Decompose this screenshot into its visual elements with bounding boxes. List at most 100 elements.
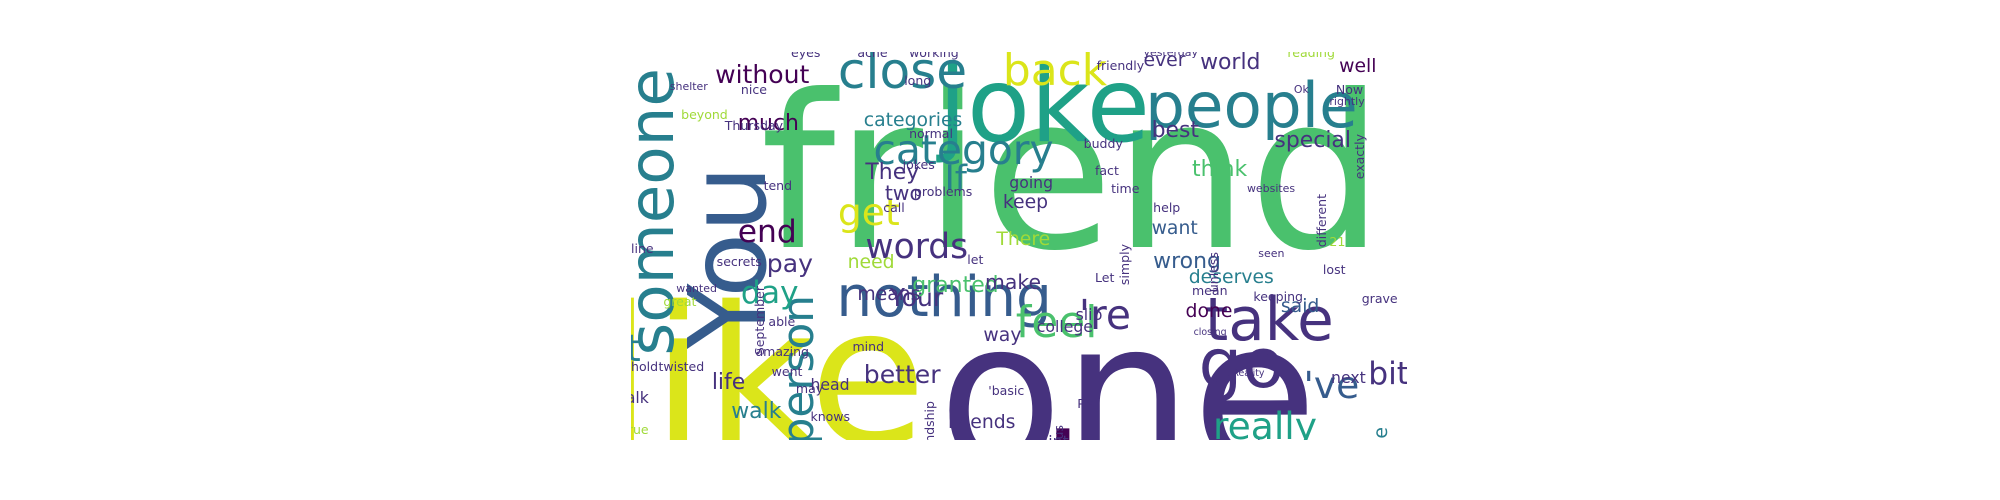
word-141: 'basic [988, 383, 1025, 399]
word-66: categories [863, 109, 963, 131]
word-143: PM [1077, 395, 1096, 411]
word-119: secrets [716, 253, 762, 269]
word-58: said [1280, 295, 1320, 317]
word-55: granted [912, 273, 999, 299]
word-44: world [1200, 52, 1261, 75]
word-88: mouth [631, 52, 656, 55]
word-43: ever [1143, 52, 1186, 71]
word-83: point [1029, 433, 1069, 440]
word-17: feel [1015, 296, 1098, 348]
word-51: keep [1002, 192, 1049, 214]
word-56: make [985, 269, 1041, 294]
word-57: deserves [1188, 266, 1274, 288]
word-9: people [1145, 68, 1358, 142]
word-105: exactly [1351, 134, 1367, 180]
word-156: seen [1258, 246, 1285, 260]
word-60: Friends [947, 412, 1016, 434]
word-96: normal [909, 125, 953, 141]
word-124: knows [810, 408, 851, 424]
word-72: apology [1228, 438, 1290, 440]
word-92: reading [1287, 52, 1335, 61]
word-93: nice [740, 82, 767, 98]
word-8: see [962, 421, 1105, 440]
word-3: one [938, 277, 1318, 440]
word-145: friendship [921, 401, 937, 440]
word-85: going [1009, 172, 1054, 192]
word-120: line [631, 240, 654, 256]
word-147: yesterday [1143, 52, 1198, 60]
word-118: great [663, 294, 697, 310]
word-84: next [1331, 368, 1366, 388]
word-155: websites [1246, 181, 1296, 195]
word-68: want [1151, 218, 1198, 240]
word-71: talk [631, 387, 649, 407]
word-115: September [751, 286, 767, 356]
word-114: went [771, 363, 803, 379]
word-163: 21 [1329, 234, 1346, 250]
word-2: like [631, 265, 927, 440]
word-159: closing [1193, 327, 1227, 339]
word-27: It [631, 326, 641, 371]
word-69: need [847, 252, 895, 274]
word-67: anyone [1371, 427, 1392, 440]
word-111: grave [1361, 290, 1398, 306]
word-91: working [909, 52, 959, 61]
word-16: really [1213, 403, 1318, 440]
word-157: wanted [676, 282, 717, 296]
word-103: time [1111, 180, 1140, 196]
word-15: go [1198, 324, 1285, 405]
word-11: take [1204, 286, 1334, 356]
word-121: tend [763, 177, 793, 193]
word-89: eyes [791, 52, 821, 61]
word-12: nothing [836, 265, 1052, 331]
word-30: If [944, 158, 967, 199]
word-cloud: friendlikeoneknowjokeYoufaceseepeoplesom… [631, 52, 1407, 440]
word-144: definition [955, 401, 971, 440]
word-104: help [1153, 200, 1181, 216]
word-22: get [837, 190, 900, 235]
word-35: bit [1368, 356, 1407, 393]
word-165: Ok [1293, 83, 1309, 97]
word-42: life [711, 370, 746, 396]
word-162: lost [1322, 261, 1346, 277]
word-29: day [740, 275, 799, 312]
word-26: 've [1303, 363, 1360, 408]
word-59: way [983, 324, 1022, 346]
word-46: best [1151, 117, 1200, 143]
word-102: fact [1094, 163, 1119, 179]
word-117: twisted [658, 358, 705, 374]
word-25: 're [1078, 290, 1131, 339]
word-10: someone [631, 68, 689, 356]
word-23: back [1002, 52, 1108, 96]
word-36: Your [889, 282, 944, 312]
word-13: close [837, 52, 968, 100]
word-151: true [631, 421, 649, 437]
word-81: college [1036, 316, 1093, 336]
word-107: let [967, 252, 984, 268]
word-1: friend [760, 52, 1385, 299]
word-123: may [795, 381, 824, 397]
word-5: joke [938, 52, 1151, 167]
word-150: Let [1094, 269, 1115, 285]
word-34: much [737, 111, 799, 137]
word-160: Reality [1232, 367, 1265, 379]
word-95: long [904, 72, 932, 88]
word-154: unless [1206, 252, 1222, 293]
word-100: friendly [1096, 58, 1145, 74]
word-101: buddy [1083, 135, 1123, 151]
word-153: keeping [1253, 289, 1303, 305]
word-24: words [865, 226, 969, 267]
word-33: without [715, 59, 810, 89]
word-52: done [1185, 300, 1233, 322]
word-87: head [810, 374, 850, 394]
word-28: end [737, 213, 797, 250]
word-97: jokes [902, 156, 935, 172]
word-48: special [1274, 127, 1351, 153]
word-109: simply [1117, 244, 1133, 286]
word-99: call [883, 200, 905, 216]
word-158: shelter [669, 80, 708, 94]
word-53: wrong [1153, 248, 1221, 274]
word-161: rightly [1329, 94, 1365, 108]
word-112: mind [852, 339, 885, 355]
word-14: category [873, 125, 1054, 174]
